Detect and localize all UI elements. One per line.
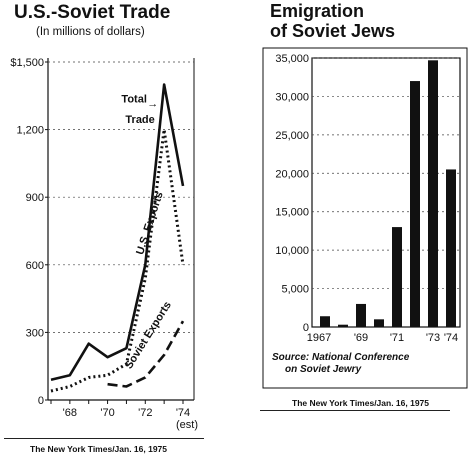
emigration-y-tick-label: 5,000: [281, 284, 309, 296]
total-trade-arrow: →: [147, 98, 158, 110]
emigration-chart-credit: The New York Times/Jan. 16, 1975: [292, 398, 430, 408]
emigration-plot-frame: [311, 57, 461, 328]
emigration-bar: [356, 303, 366, 327]
trade-chart-panel: U.S.-Soviet Trade (In millions of dollar…: [0, 0, 210, 462]
emigration-y-tick-label: 25,000: [275, 130, 309, 142]
trade-chart-subtitle: (In millions of dollars): [36, 26, 145, 38]
trade-series-line-soviet-exports: [107, 320, 185, 388]
emigration-x-tick-label: '69: [354, 332, 368, 344]
total-trade-label: Total: [121, 94, 146, 106]
emigration-credit-rule: [260, 410, 450, 411]
emigration-y-tick-label: 20,000: [275, 168, 309, 180]
emigration-x-tick-label: 1967: [307, 332, 331, 344]
emigration-y-tick-label: 30,000: [275, 91, 309, 103]
trade-chart-credit: The New York Times/Jan. 16, 1975: [30, 444, 168, 454]
emigration-x-tick-label: '73: [426, 332, 440, 344]
emigration-bar: [446, 169, 456, 327]
emigration-x-tick-label: '71: [390, 332, 404, 344]
emigration-x-tick-label: '74: [444, 332, 458, 344]
trade-line-chart: 0 300 600 900 1,200 $1,500 '68 '70 '72 '74(est) To…: [10, 57, 198, 431]
trade-y-tick-label: $1,500: [10, 57, 44, 69]
emigration-bar: [374, 319, 384, 327]
emigration-source-line1: Source: National Conference: [272, 352, 410, 363]
emigration-y-tick-label: 35,000: [275, 53, 309, 65]
trade-chart-title: U.S.-Soviet Trade: [14, 2, 171, 23]
trade-y-tick-label: 600: [26, 260, 44, 272]
emigration-bar: [320, 316, 330, 327]
emigration-bar: [338, 324, 348, 327]
emigration-bar: [410, 81, 420, 327]
emigration-y-tick-label: 0: [303, 322, 309, 334]
trade-y-tick-label: 1,200: [16, 125, 44, 137]
trade-y-tick-label: 900: [26, 192, 44, 204]
trade-x-tick-label: '70: [100, 407, 114, 419]
trade-x-tick-label: '72: [138, 407, 152, 419]
trade-series-line-u-s-exports: [50, 128, 185, 393]
emigration-y-tick-label: 15,000: [275, 207, 309, 219]
emigration-y-tick-label: 10,000: [275, 245, 309, 257]
trade-x-tick-label: '74: [176, 407, 190, 419]
total-trade-label: Trade: [125, 114, 154, 126]
trade-x-tick-note: (est): [176, 419, 198, 431]
emigration-source-line2: on Soviet Jewry: [285, 364, 362, 375]
emigration-chart-title-line1: Emigration: [270, 1, 365, 21]
trade-y-tick-label: 300: [26, 327, 44, 339]
emigration-chart-panel: Emigration of Soviet Jews 0 5,000 10,000 15…: [255, 0, 470, 462]
emigration-outer-box: [262, 47, 468, 389]
trade-series-line-total-trade: [50, 83, 185, 381]
emigration-bar-chart: 0 5,000 10,000 15,000 20,000 25,000 30,000 35,0…: [262, 47, 468, 389]
emigration-chart-title-line2: of Soviet Jews: [270, 21, 396, 41]
trade-x-tick-label: '68: [63, 407, 77, 419]
trade-credit-rule: [4, 438, 204, 439]
emigration-bar: [428, 60, 438, 327]
trade-y-tick-label: 0: [38, 395, 44, 407]
emigration-bar: [392, 227, 402, 327]
